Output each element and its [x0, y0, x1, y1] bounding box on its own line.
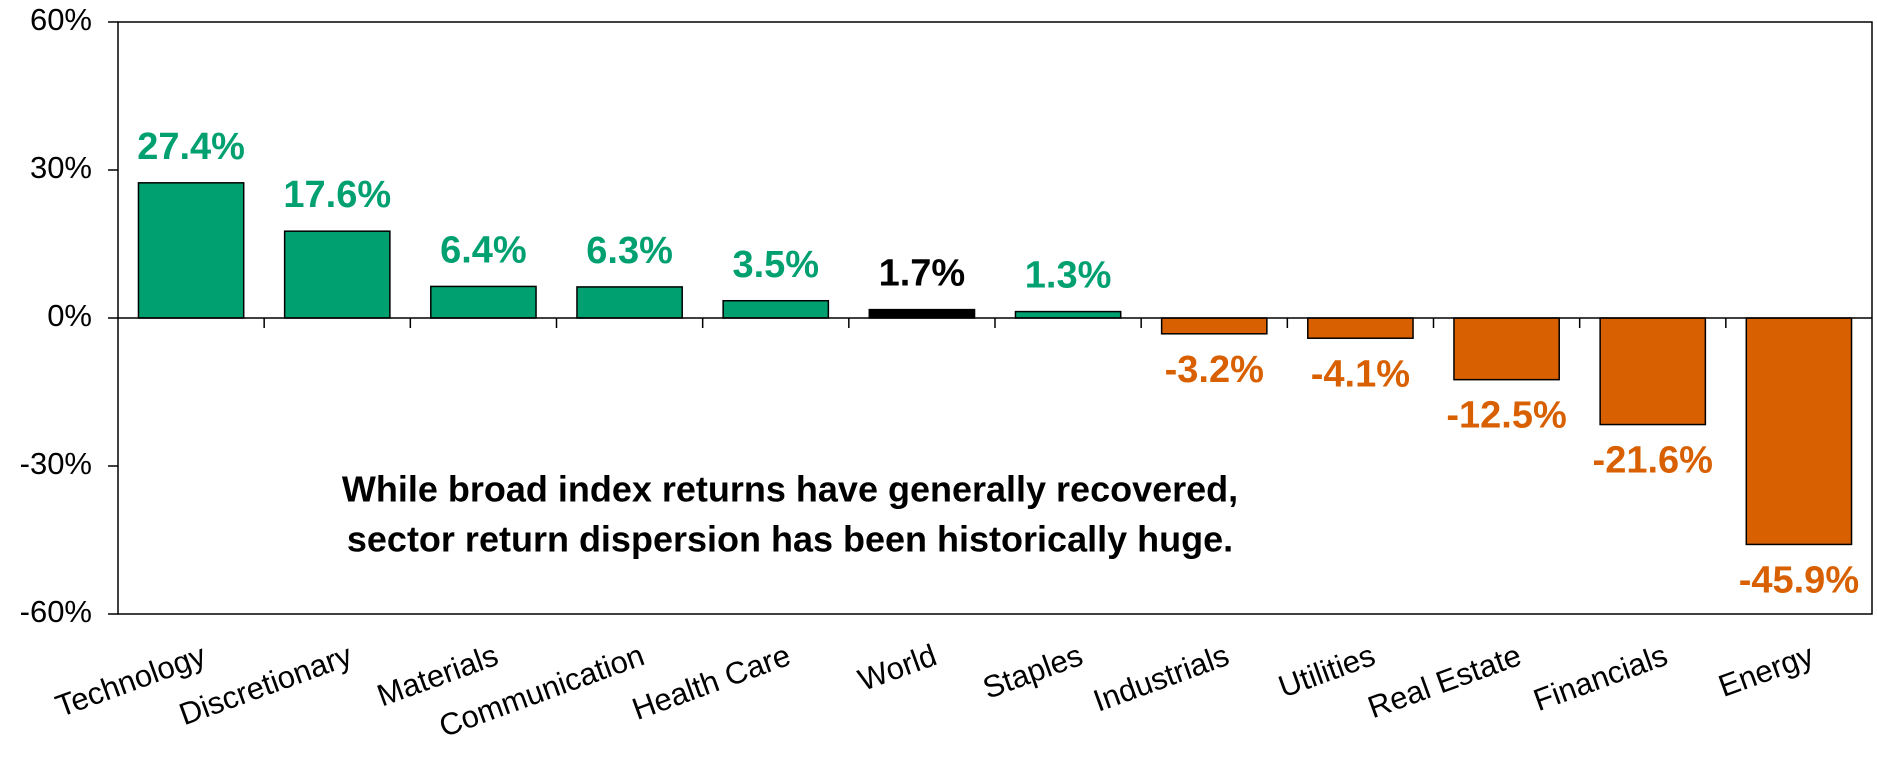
y-tick-label: 0%: [47, 298, 92, 333]
y-tick-label: -30%: [20, 446, 92, 481]
bar: [868, 308, 976, 319]
bar: [576, 286, 683, 319]
annotation: sector return dispersion has been histor…: [347, 519, 1233, 560]
value-label: -12.5%: [1446, 395, 1566, 437]
x-tick-label: World: [854, 637, 942, 697]
bar: [1599, 317, 1707, 426]
value-label: -3.2%: [1165, 349, 1264, 391]
bar: [283, 230, 391, 319]
value-label: -4.1%: [1311, 353, 1410, 395]
bar: [722, 299, 830, 319]
bar: [137, 182, 245, 319]
x-tick-label: Energy: [1714, 637, 1819, 704]
y-tick-label: -60%: [20, 594, 92, 629]
value-label: -45.9%: [1739, 559, 1859, 601]
x-tick-label: Real Estate: [1363, 637, 1526, 725]
bar: [1160, 317, 1268, 335]
bar: [1453, 317, 1560, 381]
value-label: 1.7%: [879, 253, 966, 295]
value-label: 3.5%: [732, 244, 819, 286]
x-tick-label: Staples: [978, 637, 1087, 705]
value-label: 6.3%: [586, 230, 673, 272]
y-tick-label: 60%: [30, 2, 92, 37]
bar: [1745, 317, 1853, 546]
bar: [430, 285, 537, 319]
value-label: 17.6%: [283, 174, 391, 216]
bar: [1014, 310, 1122, 319]
value-label: 27.4%: [137, 126, 245, 168]
value-label: 1.3%: [1025, 255, 1112, 297]
x-tick-label: Industrials: [1089, 637, 1234, 718]
annotation: While broad index returns have generally…: [342, 469, 1238, 510]
value-label: 6.4%: [440, 229, 527, 271]
y-tick-label: 30%: [30, 150, 92, 185]
x-tick-label: Health Care: [628, 637, 795, 726]
x-tick-label: Financials: [1529, 637, 1672, 718]
value-label: -21.6%: [1593, 440, 1713, 482]
bar: [1307, 317, 1414, 339]
